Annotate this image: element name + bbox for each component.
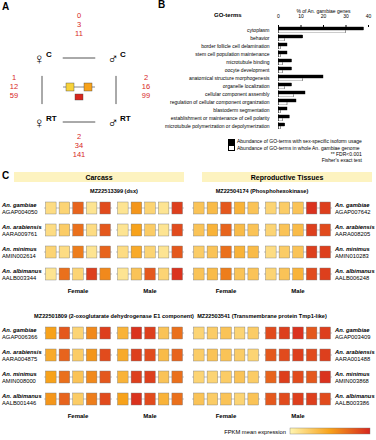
svg-text:C: C [46, 50, 52, 59]
svg-text:Male: Male [143, 413, 157, 419]
svg-text:stem cell population maintenan: stem cell population maintenance [195, 51, 269, 57]
svg-text:♀: ♀ [33, 114, 44, 131]
svg-text:border follicle cell delaminat: border follicle cell delamination [201, 43, 270, 49]
svg-text:59: 59 [10, 91, 18, 100]
svg-text:organelle localization: organelle localization [223, 83, 270, 89]
svg-text:An. arabiensis: An. arabiensis [1, 349, 42, 355]
svg-text:cellular component assembly: cellular component assembly [205, 91, 270, 97]
svg-text:AALB003386: AALB003386 [335, 400, 369, 406]
svg-text:regulation of cellular compone: regulation of cellular component organiz… [170, 99, 270, 105]
svg-text:Male: Male [291, 288, 305, 294]
html-text:** FDR<0.001: ** FDR<0.001 [330, 151, 362, 158]
svg-text:AALB001446: AALB001446 [2, 400, 36, 406]
svg-text:RT: RT [46, 114, 57, 123]
svg-text:An. minimus: An. minimus [334, 371, 371, 377]
svg-text:Male: Male [143, 288, 157, 294]
svg-text:An. arabiensis: An. arabiensis [1, 224, 42, 230]
svg-text:3: 3 [77, 20, 81, 29]
svg-text:FPKM mean expression: FPKM mean expression [224, 429, 286, 435]
svg-text:2: 2 [77, 132, 81, 141]
svg-text:establishment or maintenance o: establishment or maintenance of cell pol… [171, 115, 270, 121]
svg-text:An. minimus: An. minimus [1, 371, 38, 377]
html-text:Abundance of GO-terms in whole: Abundance of GO-terms in whole An. gambi… [237, 144, 360, 151]
svg-text:AGAP003409: AGAP003409 [335, 334, 370, 340]
svg-text:30: 30 [343, 12, 349, 19]
svg-text:34: 34 [75, 141, 83, 150]
svg-text:C: C [120, 50, 126, 59]
html-text:Fisher's exact test: Fisher's exact test [321, 157, 362, 164]
svg-text:AMIN008000: AMIN008000 [2, 378, 36, 384]
svg-text:MZ22503541 (Transmembrane prot: MZ22503541 (Transmembrane protein Tmp1-l… [197, 313, 327, 319]
svg-text:AMIN002614: AMIN002614 [2, 253, 37, 259]
svg-text:C: C [2, 170, 9, 181]
svg-text:An. arabiensis: An. arabiensis [334, 349, 375, 355]
svg-text:Female: Female [216, 413, 237, 419]
svg-text:AARA008205: AARA008205 [335, 231, 370, 237]
svg-text:20: 20 [320, 12, 327, 19]
svg-text:RT: RT [120, 114, 131, 123]
svg-text:Female: Female [68, 413, 89, 419]
svg-text:An. albimanus: An. albimanus [334, 393, 375, 399]
svg-text:40: 40 [366, 13, 372, 19]
svg-text:AALB006248: AALB006248 [335, 275, 369, 281]
svg-text:microtubule polymerization or: microtubule polymerization or depolymeri… [165, 123, 270, 129]
svg-text:0: 0 [277, 13, 280, 19]
svg-text:An. albimanus: An. albimanus [1, 393, 42, 399]
svg-text:MZ22504174 (Phosphohexokinase): MZ22504174 (Phosphohexokinase) [216, 188, 309, 194]
svg-text:11: 11 [75, 29, 83, 38]
html-text:B: B [158, 0, 166, 10]
svg-text:♂: ♂ [107, 114, 118, 131]
svg-text:AARA004875: AARA004875 [2, 356, 37, 362]
svg-text:An. arabiensis: An. arabiensis [334, 224, 375, 230]
svg-text:Carcass: Carcass [85, 174, 112, 181]
svg-text:AGAP004050: AGAP004050 [2, 209, 37, 215]
svg-text:♂: ♂ [107, 50, 118, 67]
svg-text:♀: ♀ [33, 50, 44, 67]
svg-text:An. minimus: An. minimus [1, 246, 38, 252]
svg-text:MZ22501809 (2-oxoglutarate deh: MZ22501809 (2-oxoglutarate dehydrogenase… [34, 313, 194, 319]
svg-text:AARA001488: AARA001488 [335, 356, 370, 362]
svg-text:2: 2 [144, 73, 148, 82]
svg-text:An. gambiae: An. gambiae [1, 327, 37, 333]
svg-text:Female: Female [68, 288, 89, 294]
svg-text:% of An. gambiae genes: % of An. gambiae genes [296, 8, 351, 14]
svg-text:microtubule binding: microtubule binding [226, 59, 270, 65]
svg-text:AMIN010283: AMIN010283 [335, 253, 369, 259]
svg-text:An. minimus: An. minimus [334, 246, 371, 252]
svg-text:MZ22513399 (dsx): MZ22513399 (dsx) [90, 188, 138, 194]
svg-text:141: 141 [73, 150, 86, 159]
svg-text:anatomical structure morphogen: anatomical structure morphogenesis [189, 75, 270, 81]
svg-text:blastoderm segmentation: blastoderm segmentation [213, 107, 269, 113]
svg-text:Reproductive Tissues: Reproductive Tissues [251, 174, 324, 182]
svg-text:A: A [2, 1, 9, 12]
svg-text:1: 1 [12, 73, 16, 82]
svg-text:AGAP007642: AGAP007642 [335, 209, 370, 215]
svg-text:An. gambiae: An. gambiae [1, 202, 37, 208]
svg-text:0: 0 [77, 11, 81, 20]
svg-text:12: 12 [10, 82, 18, 91]
svg-text:Female: Female [216, 288, 237, 294]
svg-text:10: 10 [298, 12, 304, 19]
svg-text:cytoplasm: cytoplasm [247, 27, 270, 33]
svg-text:An. gambiae: An. gambiae [334, 327, 370, 333]
svg-text:Male: Male [291, 413, 305, 419]
svg-text:An. albimanus: An. albimanus [334, 268, 375, 274]
svg-text:behavior: behavior [250, 35, 270, 41]
svg-text:AGAP006366: AGAP006366 [2, 334, 37, 340]
svg-text:AARA009761: AARA009761 [2, 231, 37, 237]
html-text:Abundance of GO-terms with sex: Abundance of GO-terms with sex-specific … [237, 138, 362, 144]
html-text:GO-terms: GO-terms [214, 12, 242, 18]
svg-text:oocyte development: oocyte development [225, 67, 270, 73]
svg-text:AMIN003868: AMIN003868 [335, 378, 369, 384]
svg-text:16: 16 [142, 82, 150, 91]
svg-text:99: 99 [142, 91, 150, 100]
svg-text:AALB003344: AALB003344 [2, 275, 37, 281]
svg-text:An. gambiae: An. gambiae [334, 202, 370, 208]
svg-text:An. albimanus: An. albimanus [1, 268, 42, 274]
